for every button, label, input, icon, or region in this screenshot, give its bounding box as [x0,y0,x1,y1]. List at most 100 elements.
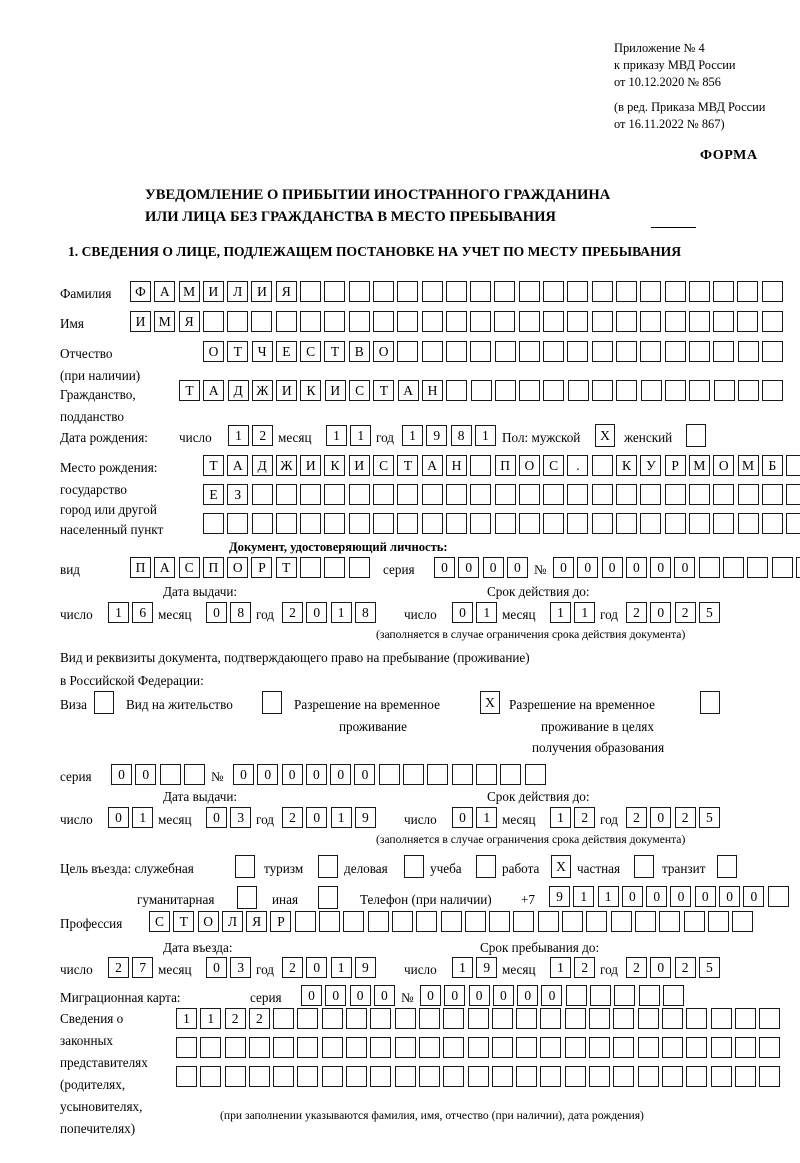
char-cell[interactable] [491,1008,513,1029]
char-cell[interactable]: 0 [233,764,254,785]
char-cell[interactable] [565,985,587,1006]
purpose-official-checkbox[interactable] [235,855,255,878]
char-cell[interactable] [543,513,565,534]
char-cell[interactable] [710,1037,732,1058]
char-cell[interactable] [372,311,394,332]
char-cell[interactable] [346,1037,368,1058]
char-cell[interactable] [470,513,492,534]
char-cell[interactable] [567,380,589,401]
char-cell[interactable] [251,311,273,332]
char-cell[interactable] [451,764,473,785]
char-cell[interactable] [759,1008,781,1029]
char-cell[interactable] [771,557,793,578]
char-cell[interactable]: 0 [444,985,466,1006]
char-cell[interactable] [183,764,205,785]
char-cell[interactable]: С [149,911,170,932]
char-cell[interactable] [591,484,613,505]
char-cell[interactable]: И [276,380,298,401]
temp-education-checkbox[interactable] [700,691,720,714]
char-cell[interactable] [373,484,395,505]
char-cell[interactable] [664,281,686,302]
char-cell[interactable] [613,1037,635,1058]
char-cell[interactable] [300,557,322,578]
char-cell[interactable] [176,1066,197,1087]
char-cell[interactable]: 0 [458,557,480,578]
char-cell[interactable] [446,380,468,401]
residence-permit-checkbox[interactable] [262,691,282,714]
char-cell[interactable]: Т [373,380,395,401]
char-cell[interactable]: 2 [674,957,696,978]
char-cell[interactable] [564,1008,586,1029]
char-cell[interactable] [737,311,759,332]
char-cell[interactable] [300,484,322,505]
char-cell[interactable] [324,557,346,578]
char-cell[interactable]: 1 [574,602,596,623]
char-cell[interactable] [518,341,540,362]
char-cell[interactable] [637,1066,659,1087]
char-cell[interactable]: З [227,484,249,505]
char-cell[interactable] [475,764,497,785]
char-cell[interactable]: Р [664,455,686,476]
char-cell[interactable]: Н [445,455,467,476]
purpose-study-checkbox[interactable] [476,855,496,878]
char-cell[interactable] [470,455,492,476]
char-cell[interactable] [518,311,540,332]
char-cell[interactable] [421,281,443,302]
char-cell[interactable]: 2 [108,957,129,978]
char-cell[interactable]: Е [203,484,224,505]
char-cell[interactable] [761,484,783,505]
char-cell[interactable]: 0 [625,557,647,578]
char-cell[interactable] [591,341,613,362]
char-cell[interactable]: К [616,455,638,476]
char-cell[interactable] [324,311,346,332]
char-cell[interactable] [467,1066,489,1087]
char-cell[interactable] [734,1066,756,1087]
char-cell[interactable]: О [518,455,540,476]
char-cell[interactable]: 2 [674,602,696,623]
char-cell[interactable] [397,311,419,332]
char-cell[interactable] [397,281,419,302]
char-cell[interactable] [661,1037,683,1058]
char-cell[interactable] [251,513,273,534]
char-cell[interactable] [613,1008,635,1029]
char-cell[interactable] [348,311,370,332]
char-cell[interactable]: 0 [674,557,696,578]
char-cell[interactable] [543,380,565,401]
char-cell[interactable]: 0 [650,957,672,978]
char-cell[interactable] [567,281,589,302]
char-cell[interactable] [421,311,443,332]
char-cell[interactable] [661,1008,683,1029]
char-cell[interactable] [610,911,632,932]
char-cell[interactable] [513,911,535,932]
char-cell[interactable]: 0 [650,557,672,578]
char-cell[interactable] [640,484,662,505]
char-cell[interactable]: 3 [230,807,252,828]
char-cell[interactable] [659,911,681,932]
char-cell[interactable]: 0 [330,764,352,785]
char-cell[interactable]: Л [227,281,249,302]
char-cell[interactable] [445,281,467,302]
char-cell[interactable]: . [567,455,589,476]
char-cell[interactable]: Б [761,455,783,476]
char-cell[interactable]: 6 [132,602,154,623]
char-cell[interactable]: 2 [248,1008,270,1029]
char-cell[interactable] [688,484,710,505]
char-cell[interactable] [416,911,438,932]
char-cell[interactable] [686,1066,708,1087]
char-cell[interactable]: 1 [573,886,595,907]
char-cell[interactable] [491,1037,513,1058]
char-cell[interactable] [737,484,759,505]
char-cell[interactable] [590,985,612,1006]
char-cell[interactable]: 0 [305,764,327,785]
char-cell[interactable] [519,380,541,401]
char-cell[interactable]: 2 [626,602,647,623]
char-cell[interactable]: И [300,455,322,476]
char-cell[interactable] [567,513,589,534]
char-cell[interactable]: Т [179,380,200,401]
char-cell[interactable] [489,911,511,932]
